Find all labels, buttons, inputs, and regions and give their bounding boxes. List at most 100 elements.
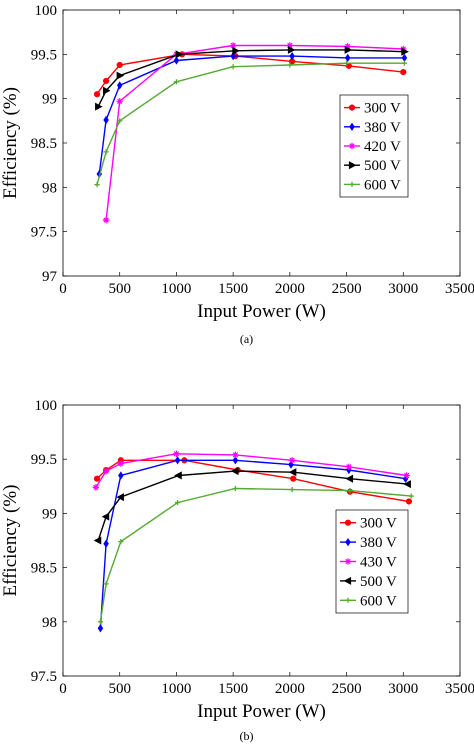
data-point (290, 475, 297, 482)
series-3 (93, 467, 411, 545)
data-point (345, 463, 353, 470)
legend-marker (348, 142, 356, 150)
legend-label: 600 V (360, 593, 397, 609)
x-tick-label: 1000 (161, 281, 191, 297)
legend-marker (343, 576, 352, 585)
panel-label: (b) (240, 729, 254, 743)
x-tick-label: 3000 (388, 681, 418, 697)
legend-item: 380 V (340, 535, 397, 551)
data-point (287, 62, 293, 68)
x-tick-label: 1500 (218, 681, 248, 697)
x-tick-label: 2500 (332, 281, 362, 297)
y-tick-label: 100 (35, 3, 58, 19)
data-point (174, 499, 181, 506)
series-line (96, 459, 410, 503)
data-point (118, 471, 124, 480)
y-tick-label: 98.5 (31, 561, 57, 577)
data-point (173, 450, 180, 457)
series-4 (97, 485, 414, 625)
x-tick-label: 3500 (445, 281, 474, 297)
data-point (401, 47, 409, 56)
legend-item: 600 V (340, 593, 397, 609)
legend-marker (349, 181, 355, 187)
x-tick-label: 0 (59, 681, 67, 697)
chart-panel-a: 0 500 1000 1500 2000 2500 3000 3500 97 97.5 98 98.5… (0, 3, 474, 346)
data-point (343, 60, 350, 66)
series-line (95, 453, 407, 488)
legend-label: 500 V (364, 158, 401, 174)
series-line (96, 53, 404, 95)
chart-panel-b: 0 500 1000 1500 2000 2500 3000 3500 97.5 98 98.5 99… (0, 398, 474, 743)
data-point (175, 50, 184, 59)
data-point (232, 456, 239, 465)
legend-label: 430 V (360, 555, 397, 571)
series-1 (96, 51, 408, 179)
series-line (96, 62, 405, 185)
data-point (401, 53, 408, 63)
x-tick-label: 1500 (218, 281, 248, 297)
data-point (408, 493, 414, 499)
data-point (173, 56, 180, 65)
legend: 300 V 380 V 430 V 500 V 600 V (335, 509, 409, 614)
legend-label: 420 V (364, 139, 401, 155)
data-point (345, 474, 354, 483)
data-point (118, 538, 124, 545)
data-point (103, 539, 109, 548)
x-tick-label: 2000 (275, 281, 305, 297)
legend-label: 380 V (360, 535, 397, 551)
series-4 (94, 60, 408, 188)
x-tick-label: 500 (108, 281, 131, 297)
y-tick-label: 99.5 (31, 47, 57, 63)
data-point (103, 581, 109, 587)
data-point (230, 51, 236, 61)
data-point (289, 486, 295, 493)
y-tick-label: 98 (42, 615, 57, 631)
data-point (116, 81, 123, 90)
data-point (344, 43, 351, 50)
data-point (97, 619, 104, 625)
series-line (99, 487, 412, 622)
legend-item: 420 V (344, 139, 401, 155)
data-point (102, 467, 110, 475)
legend-item: 300 V (344, 101, 401, 117)
x-tick-label: 3500 (445, 681, 474, 697)
series-2 (92, 450, 410, 491)
x-tick-label: 0 (59, 281, 67, 297)
data-point (229, 42, 237, 49)
y-tick-label: 99.5 (31, 452, 57, 468)
legend-label: 300 V (364, 101, 401, 117)
legend-label: 300 V (360, 516, 397, 532)
data-point (289, 51, 295, 61)
data-point (101, 512, 110, 521)
data-point (400, 68, 407, 76)
data-point (116, 61, 123, 69)
legend-item: 500 V (340, 574, 397, 590)
y-tick-label: 99 (42, 92, 57, 108)
data-point (288, 457, 296, 464)
y-axis-label: Efficiency (%) (0, 484, 21, 596)
data-point (103, 149, 109, 155)
x-tick-label: 2000 (275, 681, 305, 697)
legend-marker (349, 122, 355, 131)
legend-item: 300 V (340, 516, 397, 532)
data-point (97, 624, 104, 633)
data-point (347, 488, 353, 494)
data-point (287, 45, 296, 54)
legend-marker (344, 519, 352, 526)
panel-label: (a) (240, 332, 253, 346)
data-point (173, 79, 180, 85)
legend-marker (348, 104, 356, 111)
legend-marker (345, 537, 351, 547)
data-point (232, 46, 240, 55)
legend-marker (348, 161, 357, 170)
data-point (116, 493, 124, 502)
x-tick-label: 2500 (332, 681, 362, 697)
data-point (93, 475, 101, 482)
legend-marker (345, 597, 351, 603)
legend-item: 500 V (344, 158, 401, 174)
plot-area (62, 404, 461, 677)
x-tick-label: 3000 (388, 281, 418, 297)
data-point (403, 480, 411, 489)
x-axis-label: Input Power (W) (197, 301, 326, 322)
